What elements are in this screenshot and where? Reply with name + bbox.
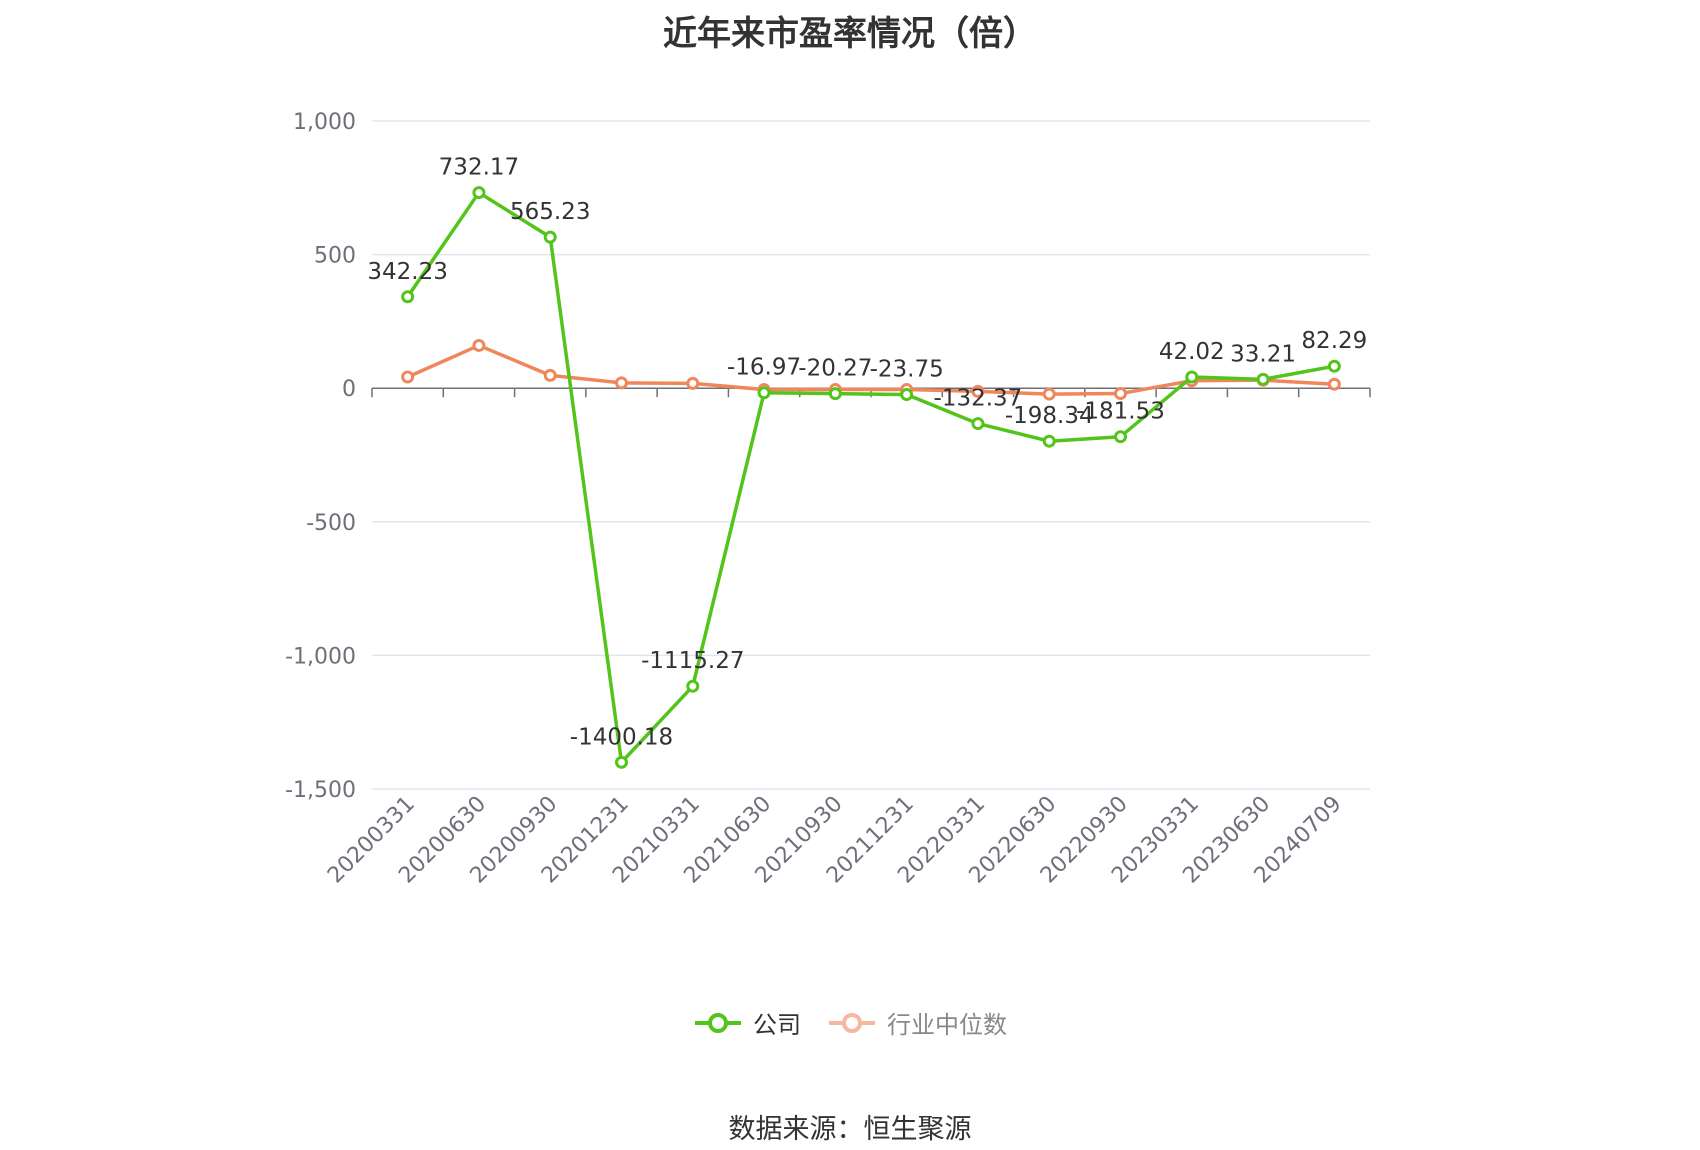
legend-label-industry-median: 行业中位数 [887,1011,1007,1039]
data-label: 82.29 [1301,328,1367,354]
legend-item-industry-median[interactable]: 行业中位数 [827,1005,1007,1040]
chart-title: 近年来市盈率情况（倍） [663,14,1037,54]
data-point [686,376,700,390]
data-label: -16.97 [727,355,801,381]
y-tick-label: 1,000 [293,110,356,135]
data-point [757,386,771,400]
legend: 公司 行业中位数 [0,1005,1700,1040]
data-label: -198.34 [1005,403,1094,429]
data-point [1327,359,1341,373]
data-label: -181.53 [1076,399,1165,425]
data-point [1185,370,1199,384]
data-point [971,384,985,398]
data-point [1327,377,1341,391]
series-layer [401,186,1341,769]
y-tick-label: -1,000 [285,644,356,669]
data-label: 33.21 [1230,341,1296,367]
legend-item-company[interactable]: 公司 [693,1005,801,1040]
data-point [472,338,486,352]
data-point [1114,387,1127,401]
data-point [615,376,628,390]
series-line [406,190,1335,765]
data-point [472,186,486,200]
data-label: -1115.27 [641,648,744,674]
data-point [1114,430,1127,444]
legend-label-company: 公司 [753,1011,801,1039]
data-label: 565.23 [510,199,590,225]
data-label: -23.75 [870,357,944,383]
data-point [971,417,985,431]
data-point [543,368,557,382]
data-point [401,370,415,384]
data-label: -1400.18 [570,724,673,750]
data-point [1042,434,1056,448]
data-label: 42.02 [1159,339,1225,365]
grid-layer [372,120,1370,790]
legend-line-circle-icon [829,1012,875,1033]
series-line [406,343,1335,396]
y-tick-label: 500 [314,244,356,269]
data-label: -20.27 [798,356,872,382]
data-label: -132.37 [934,386,1023,412]
source-note: 数据来源：恒生聚源 [728,1114,972,1145]
legend-line-circle-icon [695,1012,741,1033]
y-tick-label: 0 [342,377,356,402]
axis-layer: 1,0005000-500-1,000-1,500202003312020063… [285,110,1371,888]
data-point [401,290,415,304]
data-label: 342.23 [367,259,447,285]
data-label: 732.17 [439,155,519,181]
data-point [1042,387,1056,401]
data-point [1256,372,1270,386]
data-point [828,387,842,401]
data-point [615,755,628,769]
y-tick-label: -500 [306,511,356,536]
data-point [686,679,700,693]
data-point [543,230,557,244]
y-tick-label: -1,500 [285,778,356,803]
label-layer: 342.23 732.17 565.23 -1400.18 -1115.27 -16.97… [367,155,1367,751]
data-point [900,388,914,402]
